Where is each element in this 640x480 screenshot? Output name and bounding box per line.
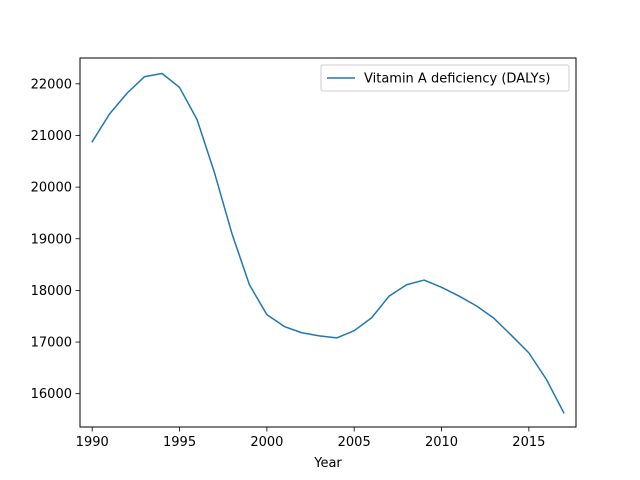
x-tick-label: 1995 <box>163 435 196 450</box>
y-tick-label: 16000 <box>31 387 72 402</box>
x-tick-label: 2015 <box>512 435 545 450</box>
y-tick-label: 21000 <box>31 129 72 144</box>
y-tick-label: 18000 <box>31 284 72 299</box>
y-tick-label: 20000 <box>31 181 72 196</box>
legend-entry-label: Vitamin A deficiency (DALYs) <box>364 72 550 87</box>
y-tick-label: 17000 <box>31 336 72 351</box>
legend-box <box>320 64 570 92</box>
y-axis-ticks: 16000 17000 18000 19000 20000 21000 22000 <box>31 77 80 402</box>
legend: Vitamin A deficiency (DALYs) <box>320 64 570 92</box>
x-axis-label: Year <box>313 456 342 471</box>
plot-frame <box>79 57 577 428</box>
x-tick-label: 1990 <box>76 435 109 450</box>
y-tick-label: 19000 <box>31 232 72 247</box>
y-tick-label: 22000 <box>31 77 72 92</box>
x-tick-label: 2000 <box>250 435 283 450</box>
series-layer <box>91 72 565 414</box>
plot-area <box>80 58 576 427</box>
x-axis-ticks: 1990 1995 2000 2005 2010 2015 <box>76 427 545 450</box>
x-tick-label: 2010 <box>425 435 458 450</box>
series-line <box>91 72 565 414</box>
x-tick-label: 2005 <box>338 435 371 450</box>
